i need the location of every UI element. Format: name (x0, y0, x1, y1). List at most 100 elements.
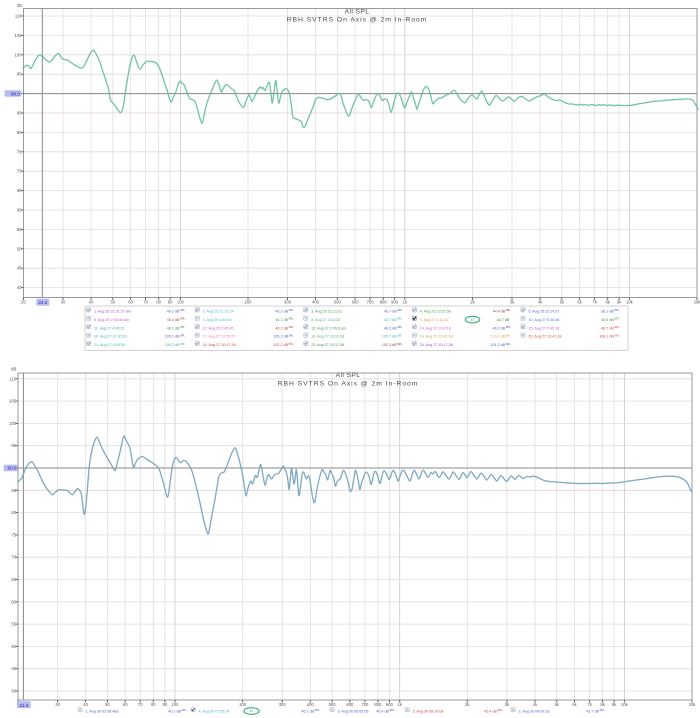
svg-text:All SPL: All SPL (345, 9, 370, 16)
svg-text:47: 47 (471, 318, 475, 322)
svg-text:40: 40 (89, 300, 94, 305)
svg-text:21.4: 21.4 (19, 703, 28, 708)
svg-text:105: 105 (9, 399, 17, 404)
svg-text:7k: 7k (592, 300, 597, 305)
svg-text:43.7 dB: 43.7 dB (586, 709, 599, 713)
svg-text:12. Aug 25 2:45:45: 12. Aug 25 2:45:45 (203, 326, 234, 330)
svg-text:100.2 dB: 100.2 dB (165, 343, 180, 347)
svg-text:4. Aug 25 4:45:46: 4. Aug 25 4:45:46 (203, 318, 232, 322)
svg-text:70: 70 (17, 169, 22, 174)
svg-text:24.2: 24.2 (38, 300, 47, 305)
svg-text:65: 65 (11, 577, 16, 582)
svg-text:2. Aug 25 21:21:24: 2. Aug 25 21:21:24 (203, 310, 234, 314)
svg-text:SPL: SPL (180, 342, 185, 346)
svg-text:10. Aug 27 6:25:48: 10. Aug 27 6:25:48 (528, 318, 559, 322)
svg-text:30: 30 (61, 300, 66, 305)
svg-text:85: 85 (17, 111, 22, 116)
svg-text:SPL: SPL (289, 308, 294, 312)
svg-text:700: 700 (367, 300, 375, 305)
svg-text:14. Aug 27 3:14:18: 14. Aug 27 3:14:18 (420, 326, 451, 330)
svg-text:40: 40 (83, 702, 88, 707)
svg-text:900: 900 (386, 702, 394, 707)
svg-text:400: 400 (312, 300, 320, 305)
svg-text:46.2 dB: 46.2 dB (384, 326, 397, 330)
svg-text:85: 85 (11, 488, 16, 493)
svg-text:SPL: SPL (180, 308, 185, 312)
svg-text:18. Aug 27 10:17:18: 18. Aug 27 10:17:18 (203, 343, 236, 347)
svg-text:45.4 dB: 45.4 dB (484, 709, 497, 713)
svg-text:47: 47 (250, 709, 254, 713)
svg-text:5k: 5k (554, 702, 559, 707)
svg-text:46.7 dB: 46.7 dB (601, 326, 614, 330)
svg-text:105: 105 (15, 33, 23, 38)
svg-text:SPL: SPL (390, 708, 395, 712)
svg-text:SPL: SPL (506, 308, 511, 312)
svg-text:8k: 8k (600, 702, 605, 707)
svg-text:46.1 dB: 46.1 dB (275, 310, 288, 314)
svg-text:38.1 dB: 38.1 dB (601, 310, 614, 314)
svg-text:60: 60 (17, 208, 22, 213)
svg-text:50: 50 (11, 644, 16, 649)
svg-text:SPL: SPL (289, 325, 294, 329)
svg-text:55: 55 (17, 227, 22, 232)
svg-text:75: 75 (11, 532, 16, 537)
svg-text:SPL: SPL (397, 325, 402, 329)
svg-text:11. Aug 27 4:45:21: 11. Aug 27 4:45:21 (94, 326, 125, 330)
svg-text:1k: 1k (397, 702, 402, 707)
svg-text:110: 110 (9, 376, 16, 381)
svg-text:SPL: SPL (289, 317, 294, 321)
svg-text:90: 90 (162, 702, 167, 707)
svg-text:4. Aug 30 07:55:24: 4. Aug 30 07:55:24 (199, 709, 230, 713)
svg-text:SPL: SPL (506, 333, 511, 337)
svg-text:4k: 4k (533, 702, 538, 707)
svg-text:3. Aug 30 05:05:05: 3. Aug 30 05:05:05 (338, 709, 369, 713)
svg-text:70: 70 (11, 555, 16, 560)
svg-text:SPL: SPL (614, 317, 619, 321)
svg-text:6k: 6k (572, 702, 577, 707)
svg-text:SPL: SPL (180, 325, 185, 329)
svg-text:80: 80 (156, 300, 161, 305)
svg-text:SPL: SPL (397, 342, 402, 346)
svg-text:102.3 dB: 102.3 dB (382, 343, 397, 347)
svg-text:90.0: 90.0 (11, 91, 20, 96)
svg-text:70: 70 (143, 300, 148, 305)
svg-text:44.1 dB: 44.1 dB (275, 318, 288, 322)
svg-text:46.5 dB: 46.5 dB (601, 318, 614, 322)
svg-text:400: 400 (307, 702, 315, 707)
svg-text:46.2 dB: 46.2 dB (493, 326, 506, 330)
svg-text:80: 80 (11, 510, 16, 515)
svg-text:SPL: SPL (289, 333, 294, 337)
svg-text:SPL: SPL (315, 708, 320, 712)
svg-text:3. Aug 25 21:21:31: 3. Aug 25 21:21:31 (311, 310, 342, 314)
svg-text:60: 60 (11, 599, 16, 604)
svg-text:SPL: SPL (506, 342, 511, 346)
svg-text:20k: 20k (694, 300, 700, 305)
svg-text:20: 20 (21, 300, 26, 305)
svg-text:100: 100 (15, 52, 23, 57)
svg-text:5. Aug 25 23:14:37: 5. Aug 25 23:14:37 (528, 310, 559, 314)
svg-text:2k: 2k (470, 300, 475, 305)
svg-text:102.2 dB: 102.2 dB (273, 343, 288, 347)
svg-text:2. Aug 30 04:09:18: 2. Aug 30 04:09:18 (519, 709, 550, 713)
svg-text:40: 40 (17, 285, 22, 290)
svg-text:46.1 dB: 46.1 dB (301, 709, 314, 713)
svg-text:7k: 7k (587, 702, 592, 707)
svg-text:17. Aug 27 13:50:57: 17. Aug 27 13:50:57 (203, 335, 236, 339)
svg-text:SPL: SPL (506, 325, 511, 329)
svg-text:10k: 10k (626, 300, 634, 305)
svg-text:23. Aug 27 10:17:38: 23. Aug 27 10:17:38 (311, 343, 344, 347)
svg-text:RBH SVTRS On Axis @ 2m In-Room: RBH SVTRS On Axis @ 2m In-Room (287, 17, 428, 24)
svg-text:44.7 dB: 44.7 dB (384, 318, 397, 322)
svg-text:300: 300 (279, 702, 287, 707)
svg-text:50: 50 (110, 300, 115, 305)
svg-text:95: 95 (11, 443, 16, 448)
svg-text:dB: dB (17, 3, 22, 8)
svg-text:80: 80 (151, 702, 156, 707)
svg-text:SPL: SPL (182, 708, 187, 712)
svg-text:30: 30 (55, 702, 60, 707)
svg-text:44.7 dB: 44.7 dB (497, 318, 510, 322)
svg-text:45: 45 (17, 266, 22, 271)
svg-text:18. Aug 27 13:02:38: 18. Aug 27 13:02:38 (311, 335, 344, 339)
svg-text:46.3 dB: 46.3 dB (167, 310, 180, 314)
svg-text:SPL: SPL (397, 317, 402, 321)
